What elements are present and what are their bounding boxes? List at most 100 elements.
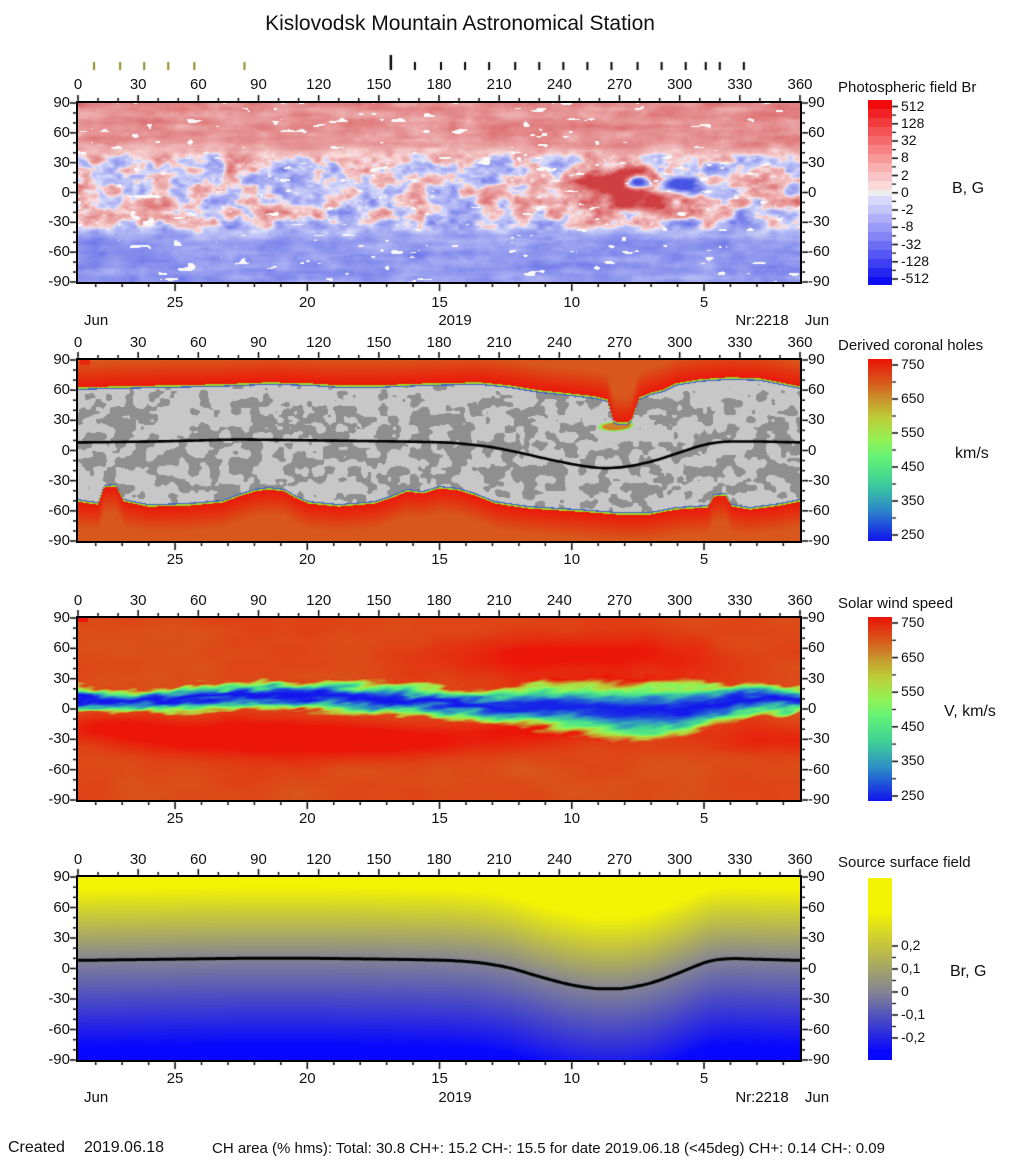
y-axis-label-right: 90 bbox=[808, 351, 825, 368]
y-axis-label-right: -30 bbox=[808, 990, 830, 1007]
y-axis-label-left: -90 bbox=[48, 273, 70, 290]
x-axis-label: 150 bbox=[366, 76, 392, 93]
x-axis-label: 90 bbox=[250, 76, 267, 93]
colorbar-tick-label: -512 bbox=[901, 270, 930, 286]
colorbar-tick-label: 2 bbox=[901, 166, 909, 183]
x-axis-label: 270 bbox=[606, 76, 633, 93]
y-axis-label-left: 0 bbox=[61, 441, 70, 459]
x-axis-label: 120 bbox=[306, 76, 332, 93]
x-axis-label: 360 bbox=[787, 334, 813, 351]
y-axis-label-right: -90 bbox=[808, 1051, 830, 1068]
y-axis-label-left: -30 bbox=[48, 471, 70, 489]
x-axis-label: 330 bbox=[727, 592, 753, 609]
date-axis-label: 5 bbox=[699, 294, 709, 311]
x-axis-label: 330 bbox=[727, 334, 753, 351]
x-axis-label: 240 bbox=[546, 334, 572, 351]
y-axis-label-right: -30 bbox=[808, 213, 830, 231]
colorbar-tick-label: 0 bbox=[901, 983, 909, 999]
x-axis-label: 210 bbox=[486, 592, 512, 609]
x-axis-label: 210 bbox=[486, 334, 512, 351]
year-label: 2019 bbox=[438, 312, 472, 329]
date-axis-label: 15 bbox=[431, 810, 448, 827]
colorbar-tick-label: -0,1 bbox=[901, 1006, 926, 1022]
x-axis-label: 330 bbox=[727, 76, 753, 93]
y-axis-label-left: -60 bbox=[48, 760, 70, 778]
coronal-holes-colorbar bbox=[868, 359, 892, 541]
month-label-right: Jun bbox=[804, 312, 830, 329]
y-axis-label-left: -60 bbox=[48, 243, 70, 261]
date-axis-label: 10 bbox=[563, 810, 581, 827]
x-axis-label: 240 bbox=[546, 76, 572, 93]
source-surface-map-canvas bbox=[78, 877, 800, 1060]
colorbar-tick-label: 0 bbox=[901, 183, 909, 200]
y-axis-label-left: 90 bbox=[53, 351, 70, 368]
x-axis-label: 300 bbox=[667, 76, 693, 93]
y-axis-label-right: 90 bbox=[808, 868, 825, 885]
x-axis-label: 60 bbox=[189, 592, 207, 609]
y-axis-label-right: -90 bbox=[808, 791, 830, 808]
y-axis-label-left: -60 bbox=[48, 1020, 70, 1038]
y-axis-label-right: 60 bbox=[808, 381, 825, 399]
x-axis-label: 0 bbox=[73, 592, 83, 609]
colorbar-tick-label: 650 bbox=[901, 390, 925, 406]
x-axis-label: 60 bbox=[189, 851, 207, 868]
x-axis-label: 180 bbox=[426, 334, 452, 351]
colorbar-tick-label: 450 bbox=[901, 717, 925, 734]
colorbar-tick-label: 350 bbox=[901, 752, 925, 769]
colorbar-tick-label: 8 bbox=[901, 149, 909, 166]
colorbar-tick-label: 250 bbox=[901, 787, 925, 803]
x-axis-label: 120 bbox=[306, 592, 332, 609]
x-axis-label: 210 bbox=[486, 76, 512, 93]
x-axis-label: 120 bbox=[306, 851, 332, 868]
x-axis-label: 30 bbox=[129, 592, 147, 609]
x-axis-label: 360 bbox=[787, 76, 813, 93]
colorbar-tick-label: 250 bbox=[901, 526, 925, 542]
date-axis-label: 10 bbox=[563, 551, 581, 568]
x-axis-label: 360 bbox=[787, 592, 813, 609]
x-axis-label: 90 bbox=[250, 334, 267, 351]
y-axis-label-right: -90 bbox=[808, 273, 830, 290]
created-label: Created bbox=[8, 1139, 65, 1156]
x-axis-label: 30 bbox=[129, 851, 147, 868]
x-axis-label: 90 bbox=[250, 851, 267, 868]
date-axis-label: 5 bbox=[699, 810, 709, 827]
x-axis-label: 210 bbox=[486, 851, 512, 868]
x-axis-label: 180 bbox=[426, 592, 452, 609]
colorbar-tick-label: 550 bbox=[901, 683, 925, 700]
x-axis-label: 300 bbox=[667, 592, 693, 609]
y-axis-label-left: 30 bbox=[53, 411, 70, 429]
y-axis-label-right: -90 bbox=[808, 532, 830, 549]
x-axis-label: 180 bbox=[426, 851, 452, 868]
x-axis-label: 60 bbox=[189, 76, 207, 93]
y-axis-label-right: -60 bbox=[808, 501, 830, 519]
colorbar-tick-label: -0,2 bbox=[901, 1029, 926, 1045]
x-axis-label: 240 bbox=[546, 851, 572, 868]
y-axis-label-right: 0 bbox=[808, 441, 817, 459]
month-label-left-2: Jun bbox=[84, 1089, 109, 1106]
y-axis-label-left: 30 bbox=[53, 153, 70, 171]
x-axis-label: 90 bbox=[250, 592, 267, 609]
x-axis-label: 300 bbox=[667, 334, 693, 351]
y-axis-label-right: 0 bbox=[808, 959, 817, 977]
y-axis-label-right: -60 bbox=[808, 243, 830, 261]
rotation-number-label: Nr:2218 bbox=[735, 312, 789, 329]
colorbar-tick-label: 350 bbox=[901, 492, 925, 508]
y-axis-label-right: -60 bbox=[808, 1020, 830, 1038]
date-axis-label: 10 bbox=[563, 1070, 581, 1087]
source-surface-colorbar bbox=[868, 878, 892, 1060]
x-axis-label: 270 bbox=[606, 851, 633, 868]
colorbar-tick-label: 32 bbox=[901, 132, 917, 148]
y-axis-label-left: 60 bbox=[53, 898, 70, 916]
date-axis-label: 25 bbox=[166, 810, 184, 827]
created-date: 2019.06.18 bbox=[84, 1139, 165, 1156]
y-axis-label-left: 0 bbox=[61, 959, 70, 977]
y-axis-label-left: -60 bbox=[48, 501, 70, 519]
x-axis-label: 360 bbox=[787, 851, 813, 868]
x-axis-label: 150 bbox=[366, 334, 392, 351]
ch-area-stats: CH area (% hms): Total: 30.8 CH+: 15.2 C… bbox=[212, 1140, 885, 1157]
solar-wind-colorbar bbox=[868, 617, 892, 801]
y-axis-label-left: 60 bbox=[53, 123, 70, 141]
date-axis-label: 10 bbox=[563, 294, 581, 311]
y-axis-label-left: -90 bbox=[48, 791, 70, 808]
